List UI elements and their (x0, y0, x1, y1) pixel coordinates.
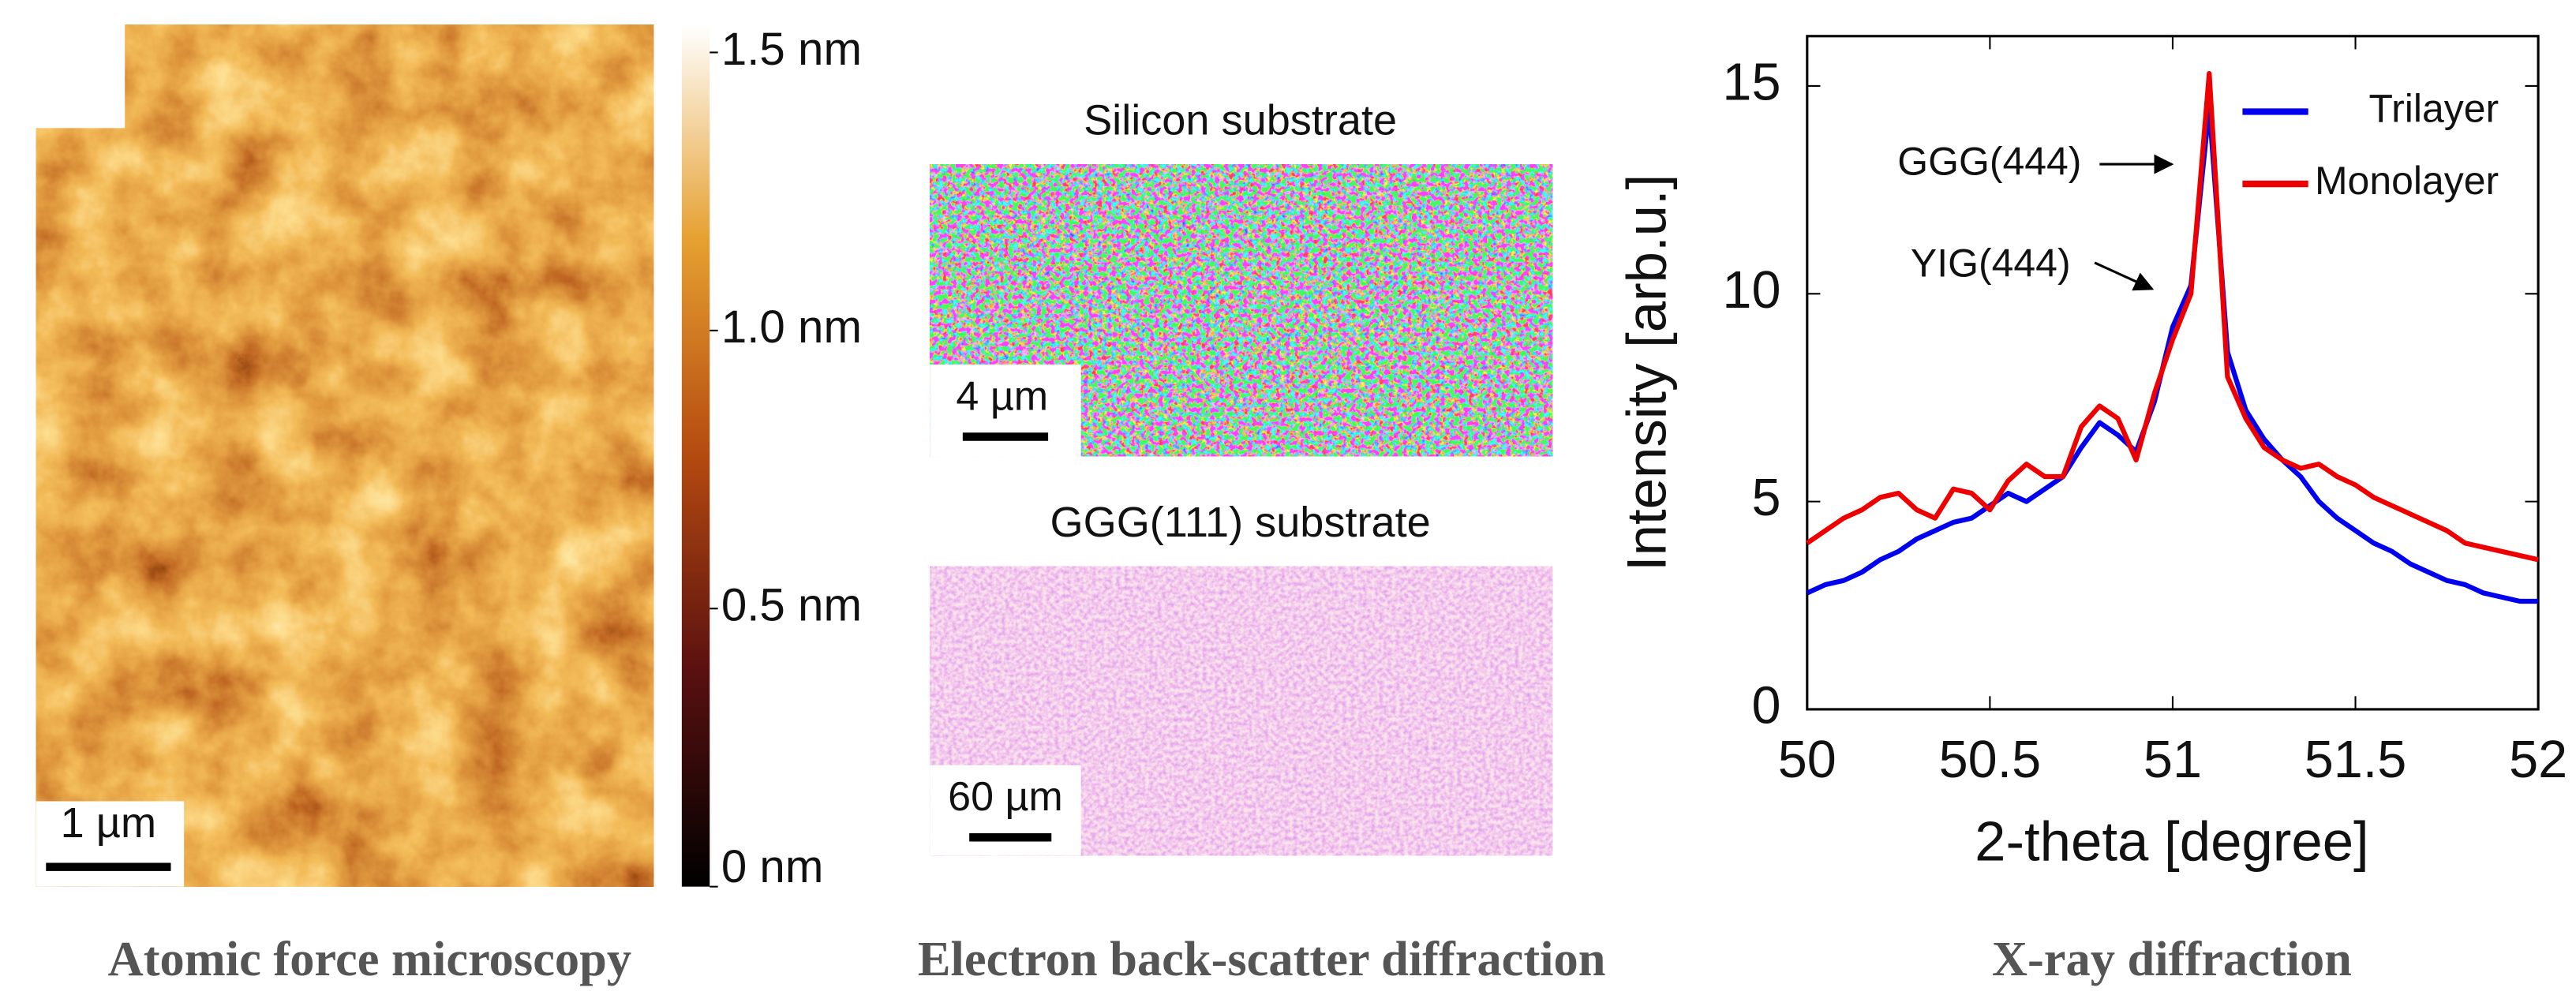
scale-bar-box (930, 364, 1081, 457)
colorbar-tick-label: 0 nm (721, 841, 824, 892)
xrd-chart: GGG(444) YIG(444) 2-theta [degree] Inten… (1616, 35, 2567, 872)
scale-bar-box (36, 801, 185, 887)
x-tick-label: 50 (1778, 731, 1837, 789)
caption: X-ray diffraction (1992, 931, 2352, 986)
annotation-arrow (2094, 261, 2155, 291)
x-tick-label: 51 (2144, 731, 2202, 789)
x-axis-label: 2-theta [degree] (1975, 810, 2369, 872)
x-tick-label: 50.5 (1939, 731, 2042, 789)
colorbar-tick-label: 1.0 nm (721, 301, 862, 353)
caption: Electron back-scatter diffraction (918, 931, 1606, 986)
scale-bar-label: 4 µm (956, 373, 1048, 419)
x-tick-label: 51.5 (2305, 731, 2407, 789)
caption: Atomic force microscopy (108, 931, 631, 986)
afm-corner (32, 21, 125, 129)
y-tick-label: 15 (1722, 54, 1780, 112)
scale-bar-label: 60 µm (948, 774, 1063, 820)
axes-frame (1806, 35, 2540, 711)
scale-bar-label: 1 µm (61, 799, 156, 847)
legend-label: Trilayer (2369, 87, 2499, 131)
colorbar-ticks: 1.5 nm 1.0 nm 0.5 nm 0 nm (710, 24, 862, 892)
series-line (1806, 71, 2539, 563)
legend-label: Monolayer (2315, 159, 2499, 203)
y-tick-label: 10 (1722, 261, 1780, 320)
colorbar-tick-label: 1.5 nm (721, 24, 862, 75)
colorbar-tick-label: 0.5 nm (721, 580, 862, 631)
x-tick-label: 52 (2509, 731, 2567, 789)
annotation: YIG(444) (1911, 241, 2071, 285)
afm-image (36, 24, 654, 887)
series-line (1806, 104, 2539, 604)
y-tick-label: 5 (1751, 469, 1780, 527)
y-tick-label: 0 (1751, 677, 1780, 735)
y-axis-label: Intensity [arb.u.] (1616, 174, 1678, 571)
annotation: GGG(444) (1897, 139, 2081, 183)
panel-title: GGG(111) substrate (1050, 499, 1431, 546)
colorbar (681, 24, 710, 887)
panel-title: Silicon substrate (1084, 96, 1397, 144)
